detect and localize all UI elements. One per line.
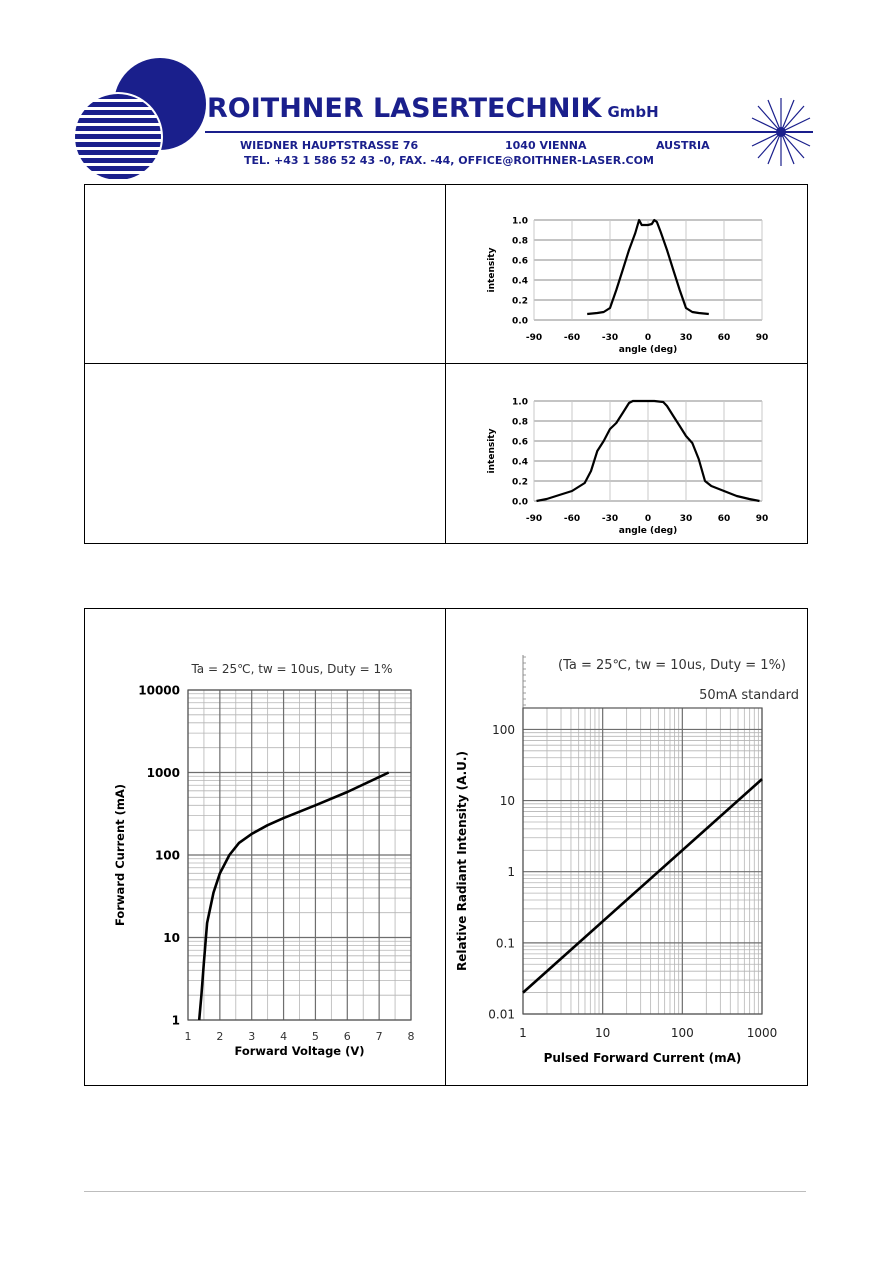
x-tick-label: 8 xyxy=(408,1030,415,1043)
series-line xyxy=(522,778,763,994)
y-tick-label: 0.0 xyxy=(512,317,528,327)
x-tick-label: -30 xyxy=(602,514,618,524)
y-axis-label: Relative Radiant Intensity (A.U.) xyxy=(455,751,469,971)
x-tick-label: 0 xyxy=(645,333,651,343)
series-line xyxy=(587,218,709,316)
table-divider-vertical xyxy=(445,184,446,544)
y-tick-label: 0.2 xyxy=(512,297,528,307)
radiation-pattern-table xyxy=(84,184,808,544)
y-tick-label: 0.6 xyxy=(512,257,528,267)
x-tick-label: 7 xyxy=(376,1030,383,1043)
y-tick-label: 1.0 xyxy=(512,398,528,408)
x-tick-label: -60 xyxy=(564,514,580,524)
address-city: 1040 VIENNA xyxy=(505,139,587,152)
x-tick-label: 1000 xyxy=(747,1026,778,1040)
x-tick-label: 10 xyxy=(595,1026,610,1040)
x-tick-label: -30 xyxy=(602,333,618,343)
table-divider-horizontal xyxy=(84,363,808,364)
y-tick-label: 0.1 xyxy=(496,936,515,950)
y-axis-label: intensity xyxy=(487,247,497,292)
x-axis-label: Forward Voltage (V) xyxy=(234,1044,364,1058)
table-cell-empty-1 xyxy=(86,186,444,362)
x-tick-label: 5 xyxy=(312,1030,319,1043)
company-name-text: ROITHNER LASERTECHNIK xyxy=(207,93,602,124)
address-street: WIEDNER HAUPTSTRASSE 76 xyxy=(240,139,419,152)
y-tick-label: 0.6 xyxy=(512,438,528,448)
x-tick-label: 3 xyxy=(248,1030,255,1043)
x-tick-label: 2 xyxy=(216,1030,223,1043)
y-axis-label: Forward Current (mA) xyxy=(113,784,127,926)
y-tick-label: 100 xyxy=(492,723,515,737)
series-line xyxy=(536,399,760,503)
y-tick-label: 10 xyxy=(500,794,515,808)
y-tick-label: 1 xyxy=(507,865,515,879)
x-axis-label: angle (deg) xyxy=(619,345,677,355)
footer-rule xyxy=(84,1191,806,1192)
x-tick-label: 6 xyxy=(344,1030,351,1043)
x-axis-label: angle (deg) xyxy=(619,526,677,536)
x-tick-label: 90 xyxy=(756,514,769,524)
y-tick-label: 0.8 xyxy=(512,237,528,247)
x-tick-label: 100 xyxy=(671,1026,694,1040)
company-name: ROITHNER LASERTECHNIK GmbH xyxy=(207,93,659,124)
y-tick-label: 0.8 xyxy=(512,418,528,428)
x-tick-label: 60 xyxy=(718,333,731,343)
intensity-vs-current-chart: 0.01 0.1 1 10 100 1 10 100 1000 (Ta = 25℃, tw = 1… xyxy=(455,655,799,1065)
y-tick-label: 10 xyxy=(163,931,180,945)
address-contact: TEL. +43 1 586 52 43 -0, FAX. -44, OFFIC… xyxy=(244,154,654,167)
table-cell-empty-2 xyxy=(86,365,444,541)
company-suffix: GmbH xyxy=(607,103,659,121)
iv-curve-chart: 1 10 100 1000 10000 1 2 3 4 5 6 7 8 Ta = 25℃, tw = 10… xyxy=(113,662,415,1058)
x-tick-label: 4 xyxy=(280,1030,287,1043)
radiation-pattern-chart-1: 0.0 0.2 0.4 0.6 0.8 1.0 -90 -60 -30 0 30 60 90 angle … xyxy=(487,217,769,356)
characteristics-table xyxy=(84,608,808,1086)
x-tick-label: 0 xyxy=(645,514,651,524)
y-axis-label: intensity xyxy=(487,428,497,473)
x-tick-label: 90 xyxy=(756,333,769,343)
y-tick-label: 100 xyxy=(155,849,180,863)
x-tick-label: 1 xyxy=(185,1030,192,1043)
x-tick-label: -90 xyxy=(526,333,542,343)
y-tick-label: 1000 xyxy=(147,766,180,780)
x-axis-label: Pulsed Forward Current (mA) xyxy=(544,1051,742,1065)
chart-subtitle: 50mA standard xyxy=(699,688,799,703)
header-rule xyxy=(205,131,813,133)
x-tick-label: -60 xyxy=(564,333,580,343)
chart-title: (Ta = 25℃, tw = 10us, Duty = 1%) xyxy=(558,658,786,673)
y-tick-label: 1 xyxy=(172,1014,180,1028)
company-logo-circles xyxy=(74,58,206,182)
x-tick-label: 60 xyxy=(718,514,731,524)
y-tick-label: 0.4 xyxy=(512,277,528,287)
plot-frame xyxy=(187,689,412,1021)
y-tick-label: 0.4 xyxy=(512,458,528,468)
x-tick-label: 1 xyxy=(519,1026,527,1040)
series-line xyxy=(197,771,390,1021)
x-tick-label: 30 xyxy=(680,514,693,524)
radiation-pattern-chart-2: 0.0 0.2 0.4 0.6 0.8 1.0 -90 -60 -30 0 30 60 90 angle … xyxy=(487,398,769,537)
chart-title: Ta = 25℃, tw = 10us, Duty = 1% xyxy=(190,662,392,676)
y-tick-label: 0.01 xyxy=(488,1008,515,1022)
y-tick-label: 0.0 xyxy=(512,498,528,508)
address-country: AUSTRIA xyxy=(656,139,710,152)
y-tick-label: 0.2 xyxy=(512,478,528,488)
table-divider-vertical-2 xyxy=(445,608,446,1086)
plot-frame xyxy=(522,707,763,1015)
y-tick-label: 10000 xyxy=(138,684,180,698)
laser-star-icon xyxy=(750,98,812,166)
y-tick-label: 1.0 xyxy=(512,217,528,227)
x-tick-label: -90 xyxy=(526,514,542,524)
x-tick-label: 30 xyxy=(680,333,693,343)
